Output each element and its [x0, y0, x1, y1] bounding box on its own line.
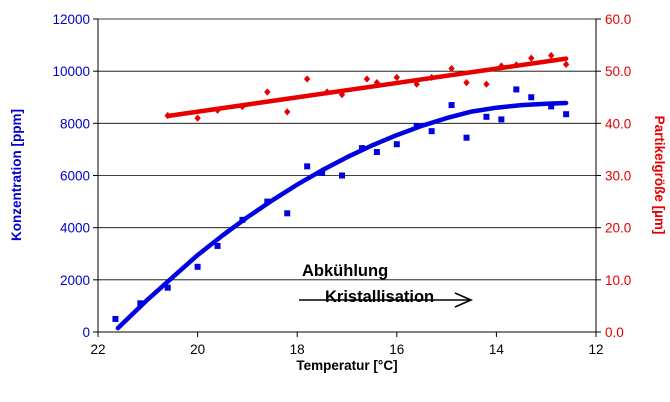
- x-tick-label-2: 18: [290, 342, 305, 357]
- gridlines: [98, 18, 596, 281]
- y-right-tick-label-0: 0.0: [605, 325, 624, 340]
- concentration-point-12: [373, 149, 380, 156]
- particle-size-point-6: [303, 75, 311, 83]
- particle-size-point-21: [562, 60, 570, 68]
- particle-size-point-19: [528, 54, 535, 62]
- x-tick-label-3: 16: [389, 342, 404, 357]
- particle-size-point-20: [547, 51, 555, 60]
- x-tick-label-4: 14: [489, 342, 505, 357]
- y-left-tick-label-5: 10000: [52, 64, 90, 79]
- concentration-point-2: [164, 284, 171, 291]
- trendline-left: [115, 100, 569, 331]
- annotation-kristallisation: Kristallisation: [325, 288, 434, 306]
- x-tick-label-5: 12: [588, 342, 603, 357]
- y-right-tick-label-2: 20.0: [605, 221, 631, 236]
- concentration-point-1: [137, 300, 144, 307]
- y-left-tick-label-4: 8000: [60, 116, 90, 131]
- series: [112, 51, 570, 331]
- concentration-point-3: [194, 263, 201, 270]
- concentration-point-4: [214, 242, 221, 249]
- cooling-arrow-head: [454, 292, 473, 308]
- concentration-point-23: [563, 111, 570, 118]
- particle-size-point-16: [483, 80, 490, 88]
- x-tick-label-1: 20: [190, 342, 205, 357]
- annotation-abkuehlung: Abkühlung: [302, 262, 388, 280]
- y-right-tick-label-6: 60.0: [605, 12, 631, 27]
- y-right-tick-label-4: 40.0: [605, 116, 631, 131]
- concentration-point-16: [448, 102, 455, 109]
- concentration-point-18: [483, 113, 490, 120]
- concentration-point-19: [498, 116, 505, 123]
- y-left-tick-label-1: 2000: [60, 273, 90, 288]
- particle-size-point-1: [194, 114, 201, 122]
- particle-size-point-11: [393, 73, 400, 82]
- concentration-point-15: [428, 128, 435, 135]
- particle-size-point-15: [463, 79, 470, 87]
- y-left-tick-label-3: 6000: [60, 169, 90, 184]
- y-left-tick-label-0: 0: [82, 325, 90, 340]
- concentration-point-13: [393, 141, 400, 148]
- concentration-point-17: [463, 134, 470, 141]
- y-right-tick-label-1: 10.0: [605, 273, 631, 288]
- particle-size-point-4: [264, 88, 271, 96]
- x-tick-label-0: 22: [90, 342, 105, 357]
- particle-size-point-9: [363, 75, 371, 83]
- cooling-arrow: [299, 292, 473, 308]
- particle-size-point-5: [284, 108, 291, 116]
- y-left-axis-label: Konzentration [ppm]: [9, 109, 24, 241]
- trendline-right: [165, 56, 569, 119]
- concentration-point-8: [304, 163, 311, 170]
- x-axis-label: Temperatur [°C]: [296, 358, 397, 373]
- y-right-tick-label-3: 30.0: [605, 169, 631, 184]
- ticks: 0 0.0 2000 10.0 4000 20.0 6000 30.0 8000 40.0 1000…: [52, 12, 631, 357]
- y-right-axis-label: Partikelgröße [µm]: [652, 116, 667, 235]
- particle-size-point-14: [448, 64, 455, 73]
- concentration-point-22: [548, 103, 555, 110]
- concentration-point-0: [112, 315, 119, 322]
- y-left-tick-label-6: 12000: [52, 12, 90, 27]
- concentration-point-21: [528, 94, 535, 101]
- concentration-point-7: [284, 210, 291, 217]
- y-left-tick-label-2: 4000: [60, 221, 90, 236]
- y-right-tick-label-5: 50.0: [605, 64, 631, 79]
- concentration-point-10: [339, 172, 346, 179]
- concentration-point-20: [513, 86, 520, 93]
